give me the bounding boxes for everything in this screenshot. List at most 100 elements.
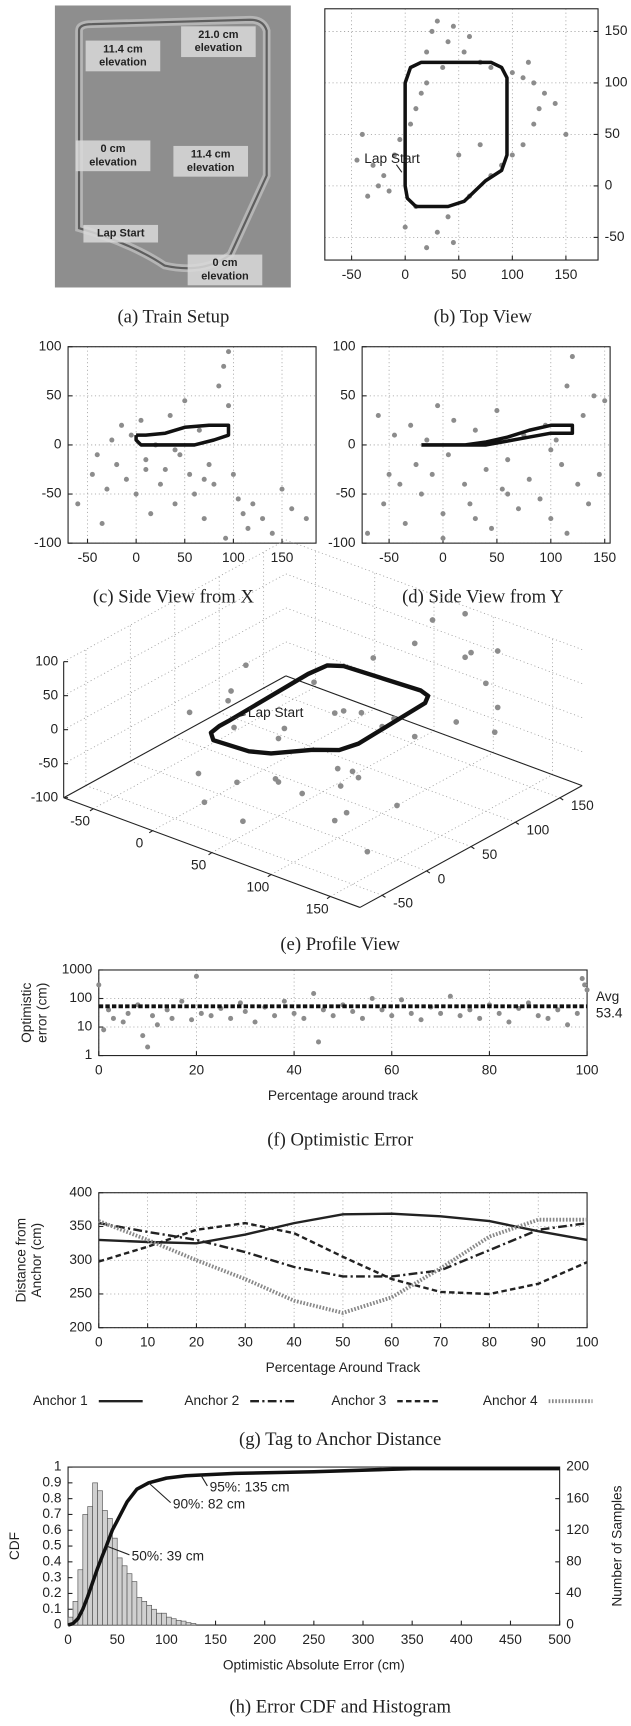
data-point	[494, 408, 500, 414]
grid-line	[270, 752, 494, 875]
data-point	[301, 1015, 307, 1021]
caption: (b) Top View	[434, 306, 533, 327]
z-tick-label: 100	[35, 653, 58, 668]
legend-label: Anchor 1	[33, 1393, 88, 1408]
grid-line	[85, 785, 383, 896]
data-point	[189, 1017, 195, 1023]
data-point	[375, 412, 381, 419]
data-point	[96, 982, 102, 988]
x-tick-label: 250	[302, 1632, 325, 1647]
data-point	[125, 1010, 131, 1016]
photo-label-bg	[187, 254, 263, 286]
y-tick-label: -100	[328, 535, 356, 550]
data-point	[331, 710, 338, 716]
x-tick-label: 150	[271, 550, 294, 565]
y-tick-label: 300	[69, 1252, 92, 1267]
histogram-bar	[116, 1557, 123, 1626]
data-point	[240, 511, 246, 517]
data-line	[134, 423, 231, 447]
data-point	[281, 998, 287, 1004]
annotation: 90%: 82 cm	[173, 1496, 245, 1511]
data-point	[462, 610, 468, 617]
data-point	[157, 481, 163, 487]
data-point	[331, 817, 338, 824]
x-axis-label: Optimistic Absolute Error (cm)	[223, 1657, 405, 1672]
y-tick-label: 0.2	[42, 1585, 61, 1600]
data-point	[580, 412, 586, 419]
data-point	[279, 486, 285, 492]
data-point	[370, 655, 377, 661]
data-point	[494, 704, 501, 711]
y-axis-label: Optimistic	[19, 983, 34, 1043]
caption: (h) Error CDF and Histogram	[229, 1697, 451, 1718]
data-line	[98, 1221, 588, 1296]
data-point	[579, 976, 585, 982]
data-point	[154, 1022, 160, 1028]
data-point	[505, 457, 511, 463]
data-point	[424, 49, 430, 55]
histogram-bar	[166, 1616, 172, 1626]
caption: (e) Profile View	[280, 934, 400, 955]
y-tick-label: 0	[54, 1617, 62, 1632]
data-point	[564, 383, 570, 389]
data-point	[167, 412, 173, 419]
y-tick-label: 0	[605, 178, 613, 193]
y-tick-label: -50	[605, 229, 625, 244]
photo-label: 21.0 cm	[198, 29, 238, 41]
data-point	[541, 90, 547, 96]
x-tick-label: 60	[384, 1063, 400, 1078]
data-point	[101, 1027, 107, 1033]
data-point	[525, 1000, 532, 1006]
photo-label-bg	[83, 224, 159, 243]
histogram-bar	[126, 1573, 133, 1626]
data-point	[535, 1013, 541, 1019]
data-point	[169, 1015, 175, 1021]
histogram-bar	[185, 1622, 192, 1626]
photo-label: Lap Start	[97, 228, 145, 240]
data-point	[429, 471, 435, 477]
data-point	[536, 106, 542, 112]
x-tick-label: 150	[204, 1632, 227, 1647]
histogram-bar	[161, 1612, 167, 1626]
x-tick-label: 450	[499, 1632, 522, 1647]
data-point	[269, 530, 275, 536]
histogram-bar	[92, 1482, 98, 1626]
data-point	[206, 462, 212, 468]
average-value: 53.4	[596, 1006, 623, 1021]
y-tick-label: 100	[39, 338, 62, 353]
y-tick-label: 10	[77, 1019, 93, 1034]
data-point	[198, 1010, 204, 1016]
photo-label-bg	[85, 40, 161, 72]
data-point	[569, 354, 575, 360]
y-tick-label: 100	[605, 75, 628, 90]
data-point	[201, 799, 208, 806]
data-point	[375, 183, 381, 189]
annotation: Lap Start	[248, 705, 304, 720]
data-point	[240, 818, 246, 825]
caption: (g) Tag to Anchor Distance	[239, 1429, 441, 1450]
x-tick-label: 50	[451, 267, 467, 282]
x-axis-label: Percentage around track	[268, 1088, 418, 1103]
data-point	[179, 998, 185, 1004]
y-tick-label: 0.3	[42, 1569, 61, 1584]
x-tick-label: 10	[140, 1335, 156, 1350]
y-tick-label: 0.5	[42, 1538, 61, 1553]
photo-label-bg	[181, 26, 256, 58]
y2-tick-label: 0	[566, 1617, 574, 1632]
x-tick-label: 100	[576, 1063, 599, 1078]
data-point	[488, 64, 494, 71]
x-tick-label: 200	[253, 1632, 276, 1647]
x-tick-label: -50	[70, 813, 90, 828]
y2-tick-label: 120	[566, 1522, 589, 1537]
data-point	[340, 708, 347, 714]
data-point	[391, 152, 397, 158]
caption: (f) Optimistic Error	[267, 1129, 414, 1150]
y-tick-label: 0.9	[42, 1474, 61, 1489]
y-tick	[381, 894, 386, 898]
data-point	[563, 131, 569, 137]
data-point	[602, 398, 608, 404]
x-tick-label: 0	[95, 1063, 103, 1078]
data-point	[553, 437, 559, 443]
x-tick-label: 500	[548, 1632, 571, 1647]
data-point	[418, 1017, 424, 1023]
